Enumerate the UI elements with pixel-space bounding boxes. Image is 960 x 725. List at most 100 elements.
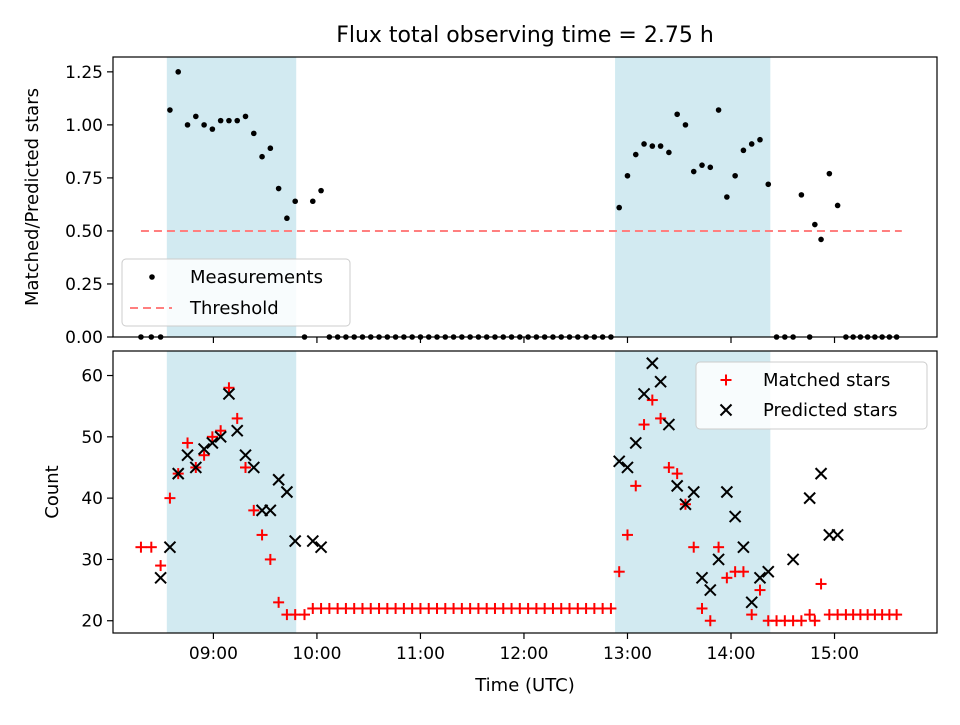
matched-star-point: [145, 541, 157, 553]
predicted-star-point-b: [654, 375, 667, 388]
predicted-star-point: [629, 436, 642, 450]
matched-star-point: [696, 602, 708, 614]
predicted-star-point: [831, 528, 844, 542]
matched-star-point: [182, 437, 194, 449]
matched-star-point: [206, 431, 218, 443]
measurement-point: [699, 162, 705, 168]
ratio-y-tick-label: 1.25: [65, 63, 103, 83]
predicted-star-point: [181, 449, 194, 462]
predicted-star-point-b: [646, 357, 659, 370]
predicted-star-point: [189, 461, 203, 474]
shaded-interval-1: [166, 351, 297, 633]
ratio-panel: 0.00 0.25 0.50 0.75 1.00 1.25 Matched/Predict…: [22, 56, 938, 348]
measurement-point: [616, 204, 623, 211]
predicted-star-point: [646, 357, 659, 370]
measurement-point: [674, 111, 680, 118]
legend-measurements-marker: [149, 274, 155, 280]
measurement-point: [715, 107, 722, 113]
legend-matched-marker: [720, 374, 732, 386]
matched-star-point: [638, 419, 650, 431]
matched-star-point: [721, 572, 733, 584]
matched-star-point: [663, 461, 675, 473]
measurement-point: [732, 172, 738, 179]
matched-star-point: [289, 609, 301, 621]
predicted-star-point: [214, 430, 227, 444]
legend-predicted-marker: [719, 403, 733, 417]
predicted-star-point-b: [280, 485, 294, 499]
measurement-point: [193, 113, 199, 120]
predicted-star-point: [695, 571, 709, 585]
legend-plus: [720, 374, 732, 386]
measurement-point: [184, 122, 191, 128]
predicted-star-point: [662, 418, 676, 431]
predicted-star-point-b: [189, 461, 203, 474]
predicted-star-point-b: [314, 540, 328, 554]
measurement-point: [748, 141, 755, 147]
predicted-star-point: [314, 540, 328, 554]
measurement-point: [657, 143, 664, 149]
matched-star-point: [605, 602, 617, 614]
predicted-star-point-b: [272, 473, 285, 486]
matched-star-point: [746, 609, 758, 621]
predicted-star-point: [306, 534, 319, 548]
matched-star-point: [264, 553, 276, 565]
predicted-star-point-b: [163, 540, 177, 554]
measurement-point: [284, 215, 290, 222]
predicted-star-point: [288, 534, 302, 548]
predicted-star-point-b: [239, 449, 252, 462]
matched-star-point: [630, 480, 642, 492]
predicted-star-point-b: [629, 436, 642, 450]
measurement-point: [632, 151, 639, 158]
ratio-axes-frame: [112, 56, 938, 338]
matched-star-point: [891, 609, 903, 621]
measurement-point: [259, 153, 265, 160]
predicted-star-point: [239, 449, 252, 462]
matched-star-point: [155, 560, 167, 572]
predicted-star-point: [745, 596, 758, 609]
predicted-star-point-b: [679, 498, 692, 511]
matched-star-point: [223, 382, 235, 394]
matched-star-point: [621, 529, 633, 541]
legend-predicted-label: Predicted stars: [763, 400, 897, 421]
predicted-star-point-b: [662, 418, 676, 431]
legend-matched-label: Matched stars: [763, 370, 890, 391]
predicted-star-point-b: [831, 528, 844, 542]
matched-star-point: [688, 541, 700, 553]
measurement-point: [682, 122, 689, 128]
matched-star-point: [231, 412, 243, 424]
matched-star-point: [613, 566, 625, 578]
measurement-point: [624, 172, 631, 179]
measurement-point: [226, 117, 232, 124]
measurement-point: [724, 194, 730, 200]
measurement-point: [826, 170, 833, 177]
measurement-point: [167, 107, 173, 113]
measurement-point: [209, 126, 216, 132]
count-y-tick-label: 40: [81, 489, 103, 509]
matched-star-point: [671, 468, 683, 480]
measurement-point: [765, 181, 772, 188]
measurement-point: [798, 192, 805, 198]
predicted-star-point: [654, 375, 667, 388]
x-tick-label: 15:00: [810, 644, 859, 664]
predicted-star-point-b: [247, 461, 260, 474]
predicted-star-point-b: [222, 387, 236, 401]
predicted-star-point: [803, 491, 816, 505]
measurement-point: [690, 168, 697, 175]
matched-star-point: [704, 615, 716, 627]
predicted-star-point: [712, 553, 725, 566]
count-axes-frame: [112, 350, 938, 634]
measurement-point: [757, 136, 763, 143]
x-tick-label: 11:00: [396, 644, 445, 664]
matched-star-point: [646, 394, 658, 406]
predicted-star-point-b: [745, 596, 758, 609]
matched-star-point: [198, 449, 210, 461]
predicted-star-point-b: [154, 571, 167, 585]
measurement-point: [292, 198, 298, 205]
predicted-star-point: [753, 571, 767, 585]
measurement-point: [201, 122, 207, 128]
matched-star-point: [299, 609, 311, 621]
predicted-star-point: [704, 583, 717, 597]
measurement-point: [250, 130, 257, 137]
chart-title: Flux total observing time = 2.75 h: [336, 23, 714, 48]
